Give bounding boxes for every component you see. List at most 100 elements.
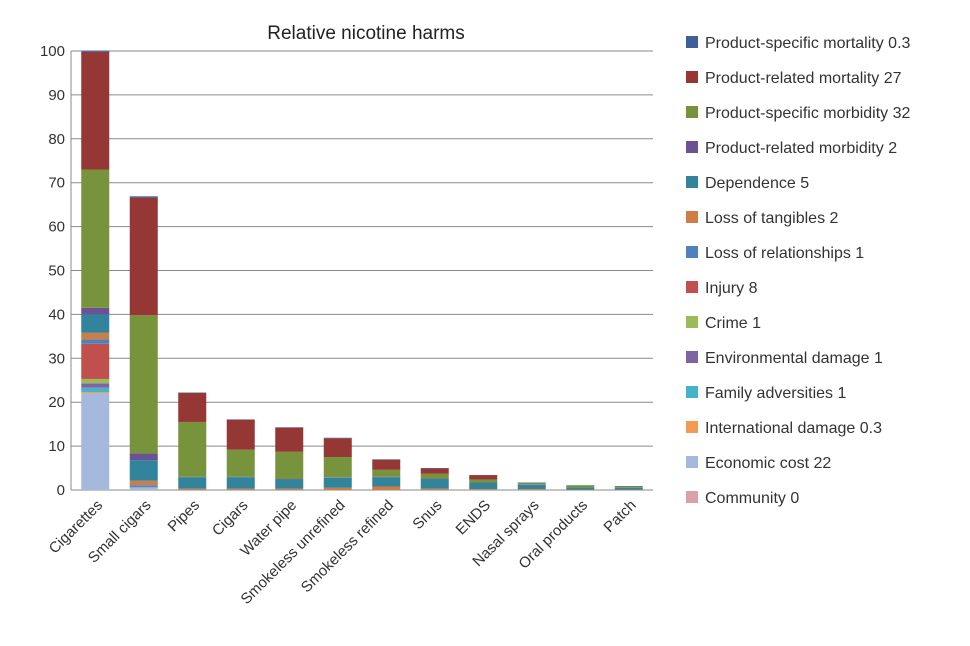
y-tick-label: 10 [48,438,65,455]
bar-segment [129,315,158,454]
bar-segment [517,484,546,490]
y-axis-ticks: 0 10 20 30 40 50 60 70 80 90 100 [40,43,65,499]
bar-segment [420,488,449,490]
x-tick-label: Smokeless refined [298,497,397,596]
bar-segment [226,477,255,489]
bar-segment [372,469,401,477]
legend-swatch [686,106,698,118]
bar-segment [81,169,110,308]
bar-segment [323,487,352,490]
legend-label: Family adversities 1 [705,385,846,402]
bar-segment [81,332,110,340]
legend-label: Product-specific mortality 0.3 [705,35,911,52]
legend-item: Community 0 [686,490,799,507]
legend-swatch [686,36,698,48]
legend-item: Dependence 5 [686,175,809,192]
bar-segment [372,486,401,490]
bar-segment [81,378,110,384]
legend-swatch [686,141,698,153]
y-tick-label: 90 [48,87,65,104]
legend-swatch [686,176,698,188]
bar-segment [517,489,546,490]
bar-segment [323,457,352,478]
legend-swatch [686,246,698,258]
bar-segment [275,451,304,480]
y-tick-label: 30 [48,350,65,367]
x-tick-label: Pipes [165,497,204,536]
gridlines [70,50,653,491]
bar-segment [129,453,158,461]
bar-segment [469,475,498,480]
x-tick-label: Cigars [209,497,252,540]
y-tick-label: 80 [48,131,65,148]
bar-segment [81,343,110,379]
legend-swatch [686,211,698,223]
bar-segment [178,392,207,422]
bar-segment [81,51,110,170]
legend-label: International damage 0.3 [705,420,882,437]
bar-segment [226,488,255,490]
legend-swatch [686,316,698,328]
bar-segment [275,427,304,452]
legend-item: Injury 8 [686,280,758,297]
legend-item: Product-specific morbidity 32 [686,105,911,122]
bar-segment [81,387,110,393]
x-tick-label: ENDS [453,497,494,538]
y-tick-label: 60 [48,219,65,236]
bar-segment [469,489,498,490]
bar-segment [178,488,207,490]
y-tick-label: 20 [48,394,65,411]
bar-segment [129,485,158,487]
legend-label: Injury 8 [705,280,758,297]
legend-item: Product-related mortality 27 [686,70,902,87]
bar-segment [81,50,110,52]
bar-segment [275,479,304,489]
bar-segment [226,449,255,477]
legend-item: Environmental damage 1 [686,350,883,367]
bar-segment [178,477,207,489]
y-tick-label: 50 [48,263,65,280]
legend-swatch [686,421,698,433]
bar-segment [614,487,643,490]
legend-swatch [686,386,698,398]
legend-item: International damage 0.3 [686,420,882,437]
y-tick-label: 40 [48,306,65,323]
bar-segment [469,482,498,490]
legend-label: Loss of relationships 1 [705,245,864,262]
x-tick-label: Patch [600,497,639,536]
bar-segment [566,485,595,488]
bar-segment [420,479,449,489]
legend-item: Loss of tangibles 2 [686,210,839,227]
legend-label: Community 0 [705,490,799,507]
bar-segment [81,393,110,490]
y-tick-label: 0 [57,482,65,499]
legend-swatch [686,491,698,503]
legend-label: Loss of tangibles 2 [705,210,839,227]
legend-swatch [686,281,698,293]
bar-segment [372,459,401,470]
legend-item: Family adversities 1 [686,385,846,402]
bar-segment [517,482,546,485]
bar-segment [81,383,110,388]
legend-swatch [686,71,698,83]
legend-label: Economic cost 22 [705,455,831,472]
y-tick-label: 100 [40,43,65,60]
bar-segment [81,314,110,333]
x-tick-label: Snus [409,497,445,533]
bar-segment [420,468,449,474]
bar-segment [226,419,255,450]
y-tick-label: 70 [48,175,65,192]
bar-segment [469,479,498,483]
bar-segment [81,392,110,394]
bar-segment [81,307,110,315]
bar-segment [566,487,595,490]
legend-item: Crime 1 [686,315,761,332]
legend-label: Crime 1 [705,315,761,332]
legend-swatch [686,351,698,363]
bar-segment [323,438,352,458]
bar-segment [129,486,158,487]
legend-item: Economic cost 22 [686,455,831,472]
legend-item: Loss of relationships 1 [686,245,864,262]
